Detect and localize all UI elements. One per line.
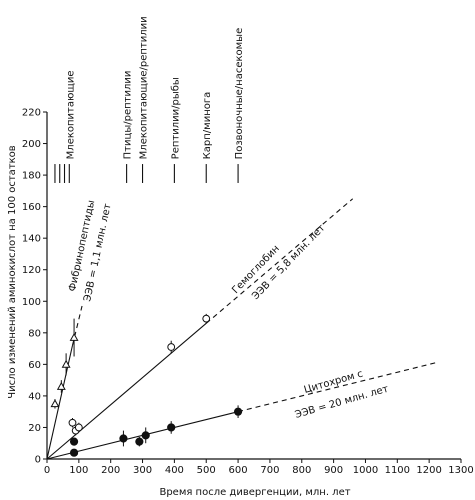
x-tick-label: 100	[69, 465, 88, 476]
data-point	[69, 437, 79, 446]
data-point	[167, 343, 176, 351]
fit-line	[46, 345, 74, 460]
divergence-markers: Млекопитающие Птицы/рептилии Млекопитающие…	[54, 16, 245, 183]
x-tick-label: 0	[44, 465, 50, 476]
divergence-label: Птицы/рептилии	[123, 71, 134, 160]
y-tick-label: 20	[28, 423, 41, 434]
y-tick-label: 180	[22, 171, 41, 182]
data-point	[56, 381, 66, 390]
extrapolation-line	[205, 198, 354, 324]
y-tick-label: 220	[22, 108, 41, 119]
x-tick-label: 1200	[416, 465, 441, 476]
plot-frame	[46, 112, 461, 460]
x-tick-label: 700	[260, 465, 279, 476]
y-tick-label: 60	[28, 360, 41, 371]
y-tick-label: 0	[35, 455, 41, 466]
divergence-label: Млекопитающие	[65, 71, 76, 160]
x-tick-label: 600	[229, 465, 248, 476]
x-tick-label: 200	[101, 465, 120, 476]
x-tick-label: 400	[165, 465, 184, 476]
y-tick-label: 160	[22, 202, 41, 213]
data-point	[167, 423, 176, 432]
divergence-label: Млекопитающие/рептилии	[139, 16, 150, 159]
extrapolation-line	[237, 362, 436, 413]
x-tick-label: 1100	[385, 465, 410, 476]
x-tick-label: 1300	[448, 465, 473, 476]
data-point	[202, 314, 211, 323]
x-axis-ticks: 0 100 200 300 400 500 600 700 800 900 1000 1100 1200…	[44, 459, 474, 476]
y-axis-ticks: 0 20 40 60 80 100 120 140 160 180 200 220	[22, 108, 47, 466]
data-point	[233, 407, 243, 416]
x-tick-label: 300	[133, 465, 152, 476]
y-tick-label: 200	[22, 139, 41, 150]
data-point	[119, 434, 128, 443]
data-point	[69, 332, 79, 341]
data-point	[74, 423, 83, 432]
data-point	[68, 418, 77, 427]
data-point	[135, 437, 144, 446]
y-tick-label: 100	[22, 297, 41, 308]
y-axis-label: Число изменений аминокислот на 100 остат…	[7, 145, 18, 399]
y-tick-label: 80	[28, 328, 41, 339]
x-tick-label: 800	[292, 465, 311, 476]
fit-line	[46, 322, 207, 460]
divergence-label: Карп/минога	[202, 92, 213, 160]
x-tick-label: 500	[197, 465, 216, 476]
divergence-label: Позвоночные/насекомые	[234, 28, 245, 160]
data-points	[50, 313, 243, 457]
x-tick-label: 900	[324, 465, 343, 476]
data-point	[69, 448, 79, 457]
y-tick-label: 120	[22, 265, 41, 276]
x-axis-label: Время после дивергенции, млн. лет	[159, 487, 350, 498]
extrapolation-line	[71, 305, 83, 346]
data-point	[141, 431, 150, 440]
data-point	[61, 359, 71, 368]
divergence-label: Рептилии/рыбы	[170, 77, 181, 159]
x-tick-label: 1000	[353, 465, 378, 476]
data-point	[50, 399, 60, 408]
y-tick-label: 40	[28, 391, 41, 402]
y-tick-label: 140	[22, 234, 41, 245]
